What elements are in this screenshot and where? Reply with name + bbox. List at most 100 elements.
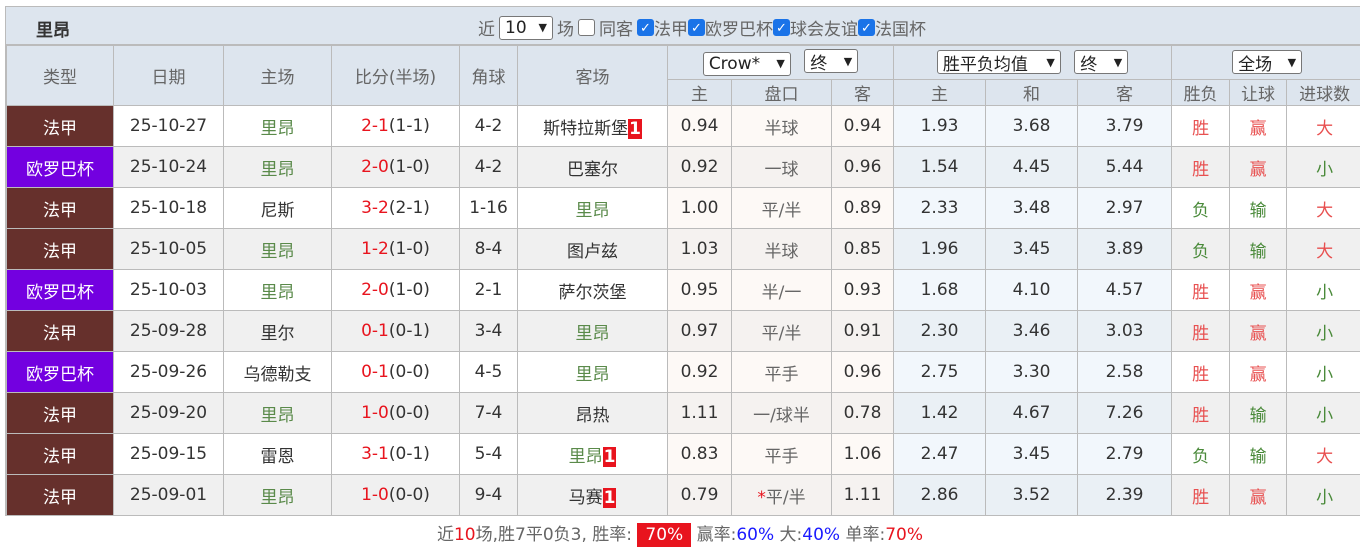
home-team[interactable]: 乌德勒支 xyxy=(224,352,332,393)
match-type[interactable]: 法甲 xyxy=(7,434,114,475)
corner-score: 8-4 xyxy=(460,229,518,270)
corner-score-text: 2-1 xyxy=(475,280,503,300)
home-team[interactable]: 里尔 xyxy=(224,311,332,352)
away-team-text: 里昂 xyxy=(576,365,610,385)
home-team[interactable]: 尼斯 xyxy=(224,188,332,229)
competition-checkbox[interactable]: ✓ xyxy=(637,19,654,36)
ah-line: 半球 xyxy=(732,106,832,147)
avg-time-select[interactable]: 终▼ xyxy=(1074,50,1128,74)
ah-home-odds: 0.92 xyxy=(668,147,732,188)
away-team[interactable]: 图卢兹 xyxy=(518,229,668,270)
col-goals: 进球数 xyxy=(1287,80,1360,106)
home-team[interactable]: 里昂 xyxy=(224,393,332,434)
score[interactable]: 2-0(1-0) xyxy=(332,147,460,188)
goals-result: 大 xyxy=(1287,229,1360,270)
goals-result: 小 xyxy=(1287,393,1360,434)
score[interactable]: 2-0(1-0) xyxy=(332,270,460,311)
period-select[interactable]: 全场▼ xyxy=(1232,50,1302,74)
away-team[interactable]: 里昂 xyxy=(518,188,668,229)
ah-home-odds-text: 0.94 xyxy=(681,116,719,136)
corner-score-text: 1-16 xyxy=(469,198,508,218)
goals-result: 小 xyxy=(1287,270,1360,311)
away-team[interactable]: 巴塞尔 xyxy=(518,147,668,188)
ah-result: 输 xyxy=(1230,434,1287,475)
company-select[interactable]: Crow*▼ xyxy=(703,52,791,76)
competition-checkbox[interactable]: ✓ xyxy=(858,19,875,36)
home-team[interactable]: 里昂 xyxy=(224,147,332,188)
score[interactable]: 1-2(1-0) xyxy=(332,229,460,270)
competition-checkbox[interactable]: ✓ xyxy=(773,19,790,36)
score[interactable]: 1-0(0-0) xyxy=(332,393,460,434)
eu-home-odds-text: 2.33 xyxy=(921,198,959,218)
goals-result-text: 小 xyxy=(1316,324,1333,344)
col-ah-result: 让球 xyxy=(1230,80,1287,106)
ah-result-text: 赢 xyxy=(1250,324,1267,344)
same-venue-checkbox[interactable] xyxy=(578,19,595,36)
eu-home-odds-text: 2.75 xyxy=(921,362,959,382)
ah-away-odds: 0.91 xyxy=(832,311,894,352)
match-type-text: 法甲 xyxy=(43,119,77,139)
half-time-score: (1-1) xyxy=(389,116,430,136)
ah-away-odds-text: 0.85 xyxy=(844,239,882,259)
match-type[interactable]: 法甲 xyxy=(7,229,114,270)
eu-draw-odds-text: 3.48 xyxy=(1013,198,1051,218)
half-time-score: (0-0) xyxy=(389,403,430,423)
competition-checkbox[interactable]: ✓ xyxy=(688,19,705,36)
match-result-text: 胜 xyxy=(1192,160,1209,180)
match-type[interactable]: 法甲 xyxy=(7,475,114,516)
eu-home-odds: 1.93 xyxy=(894,106,986,147)
match-date-text: 25-09-28 xyxy=(130,321,207,341)
avg-select[interactable]: 胜平负均值▼ xyxy=(937,50,1061,74)
eu-home-odds: 1.54 xyxy=(894,147,986,188)
match-type[interactable]: 欧罗巴杯 xyxy=(7,270,114,311)
away-team[interactable]: 斯特拉斯堡1 xyxy=(518,106,668,147)
score[interactable]: 0-1(0-1) xyxy=(332,311,460,352)
away-team[interactable]: 里昂 xyxy=(518,311,668,352)
home-team[interactable]: 里昂 xyxy=(224,106,332,147)
match-type[interactable]: 法甲 xyxy=(7,106,114,147)
away-team[interactable]: 里昂1 xyxy=(518,434,668,475)
away-team-text: 马赛 xyxy=(569,488,603,508)
away-team[interactable]: 昂热 xyxy=(518,393,668,434)
away-team[interactable]: 马赛1 xyxy=(518,475,668,516)
match-type[interactable]: 欧罗巴杯 xyxy=(7,147,114,188)
score[interactable]: 3-2(2-1) xyxy=(332,188,460,229)
match-result-text: 胜 xyxy=(1192,119,1209,139)
chevron-down-icon: ▼ xyxy=(539,21,547,34)
match-type[interactable]: 法甲 xyxy=(7,188,114,229)
home-team[interactable]: 里昂 xyxy=(224,270,332,311)
score[interactable]: 2-1(1-1) xyxy=(332,106,460,147)
ah-home-odds-text: 0.79 xyxy=(681,485,719,505)
home-team[interactable]: 雷恩 xyxy=(224,434,332,475)
handicap-time-select[interactable]: 终▼ xyxy=(804,49,858,73)
match-date-text: 25-10-18 xyxy=(130,198,207,218)
match-date: 25-10-05 xyxy=(114,229,224,270)
away-team[interactable]: 萨尔茨堡 xyxy=(518,270,668,311)
score[interactable]: 3-1(0-1) xyxy=(332,434,460,475)
competition-label: 欧罗巴杯 xyxy=(705,15,773,40)
goals-result: 大 xyxy=(1287,188,1360,229)
away-team-text: 图卢兹 xyxy=(567,242,618,262)
match-result: 负 xyxy=(1172,188,1230,229)
ah-away-odds: 1.06 xyxy=(832,434,894,475)
match-type[interactable]: 欧罗巴杯 xyxy=(7,352,114,393)
match-type[interactable]: 法甲 xyxy=(7,311,114,352)
home-team[interactable]: 里昂 xyxy=(224,475,332,516)
goals-result-text: 小 xyxy=(1316,488,1333,508)
score[interactable]: 1-0(0-0) xyxy=(332,475,460,516)
match-result: 胜 xyxy=(1172,393,1230,434)
match-count-value: 10 xyxy=(505,18,527,38)
eu-home-odds-text: 1.42 xyxy=(921,403,959,423)
score[interactable]: 0-1(0-0) xyxy=(332,352,460,393)
match-type[interactable]: 法甲 xyxy=(7,393,114,434)
match-result-text: 胜 xyxy=(1192,406,1209,426)
away-team[interactable]: 里昂 xyxy=(518,352,668,393)
eu-away-odds-text: 3.79 xyxy=(1106,116,1144,136)
eu-away-odds-text: 2.79 xyxy=(1106,444,1144,464)
competition-label: 球会友谊 xyxy=(790,15,858,40)
half-time-score: (1-0) xyxy=(389,280,430,300)
away-team-text: 斯特拉斯堡 xyxy=(543,119,628,139)
title-bar: 里昂 近 10▼ 场 同客 ✓法甲✓欧罗巴杯✓球会友谊✓法国杯 xyxy=(6,7,1360,45)
match-count-select[interactable]: 10 ▼ xyxy=(499,16,553,40)
home-team[interactable]: 里昂 xyxy=(224,229,332,270)
